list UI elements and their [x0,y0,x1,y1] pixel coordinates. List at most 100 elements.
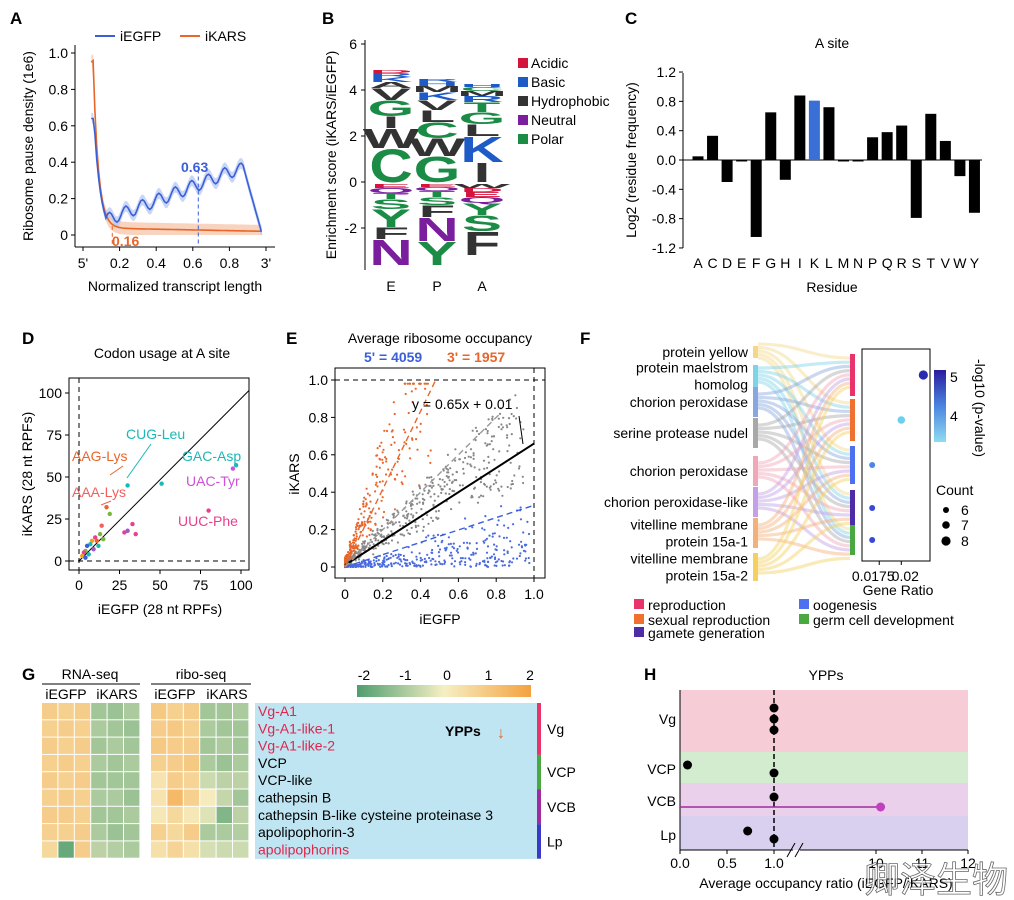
legend-ikars: iKARS [205,28,246,44]
e-point-neutral [370,540,374,544]
f-term-node [753,346,758,358]
f-count-dot [941,536,951,546]
e-point-neutral [473,487,476,490]
g-scale-tick: -2 [358,667,371,683]
d-point [80,553,85,559]
e-point-neutral [394,521,397,524]
e-point-neutral [416,502,419,505]
e-point-5prime [438,560,441,563]
e-point-5prime [410,551,413,554]
e-point-5prime [448,554,451,557]
e-point-neutral [428,490,431,493]
d-point [125,528,130,533]
c-xtick-label: Y [970,255,980,271]
b-legend-label: Hydrophobic [531,93,610,109]
b-logo-letter: F [373,224,410,243]
e-point-5prime [484,515,487,518]
f-term-line: protein 15a-1 [665,534,748,550]
e-point-3prime [356,522,359,525]
f-term-line: chorion peroxidase-like [604,494,748,510]
e-point-5prime [507,526,510,530]
e-point-5prime [397,562,400,565]
d-xtick-label: 0 [75,577,83,593]
e-point-5prime [464,528,467,531]
g-rna-cell [91,720,107,737]
f-dot [897,416,906,424]
g-ribo-cell [151,772,167,789]
b-logo-letter: K [415,90,458,102]
e-point-neutral [424,483,427,486]
e-point-5prime [474,552,477,555]
e-point-3prime [343,557,347,561]
e-point-neutral [507,417,511,420]
g-scale-tick: 0 [443,667,451,683]
e-point-neutral [487,418,490,421]
e-point-3prime [385,460,388,463]
e-point-3prime [357,518,360,521]
f-category-label: germ cell development [813,612,954,628]
e-point-3prime [415,426,418,429]
e-point-5prime [488,534,491,537]
e-point-neutral [420,508,423,511]
e-point-neutral [422,501,425,504]
d-plot [69,378,250,570]
h-band [680,783,968,816]
e-point-5prime [468,542,471,545]
e-point-5prime [450,554,453,557]
f-flow [757,360,851,370]
e-point-5prime [372,559,375,562]
g-ribo-title: ribo-seq [176,666,227,682]
e-point-3prime [344,560,347,563]
e-point-5prime [468,557,471,560]
panel-a-legend: iEGFP iKARS [95,28,246,44]
f-category-swatch [634,599,644,609]
e-point-3prime [354,530,357,533]
g-rna-cell [124,754,140,772]
e-point-5prime [459,557,462,560]
e-point-3prime [382,516,385,519]
e-xtick-label: 0.6 [449,586,469,602]
e-point-5prime [440,541,443,544]
e-point-3prime [426,382,429,385]
e-point-5prime [510,561,514,564]
e-point-neutral [377,532,380,535]
g-ribo-col-ikars: iKARS [206,686,247,702]
e-point-5prime [423,560,426,564]
e-point-neutral [495,481,498,484]
h-point [769,768,779,778]
e-point-3prime [358,524,361,527]
b-sequence-logo: CWIGVAKRDEQTSYFNGWCLVKMHREQTSFNYIKLGTRMC… [363,69,512,273]
c-xlabel: Residue [806,279,858,295]
e-point-neutral [410,513,413,516]
e-point-3prime [396,473,399,476]
e-point-neutral [446,453,449,456]
f-term-line: homolog [694,377,748,393]
e-point-3prime [376,485,379,488]
g-gene-name: Vg-A1 [258,703,297,719]
e-point-neutral [384,541,388,545]
e-point-neutral [510,433,513,436]
g-gene-name: Vg-A1-like-1 [258,720,335,736]
e-point-3prime [407,411,410,415]
g-ribo-cell [183,754,200,772]
e-point-neutral [361,542,364,546]
e-point-neutral [380,533,383,536]
e-point-3prime [418,382,421,385]
b-logo-letter: W [454,183,512,189]
e-point-neutral [510,483,513,486]
e-point-neutral [512,415,515,418]
e-point-5prime [443,547,446,550]
e-point-neutral [357,558,360,561]
e-point-5prime [475,547,479,551]
f-flow [757,537,851,556]
e-point-neutral [390,530,393,533]
e-point-3prime [348,540,351,543]
e-point-5prime [464,517,467,520]
e-point-5prime [458,561,461,564]
e-point-3prime [374,483,377,486]
e-point-5prime [511,523,515,526]
e-point-neutral [371,529,374,533]
e-point-5prime [484,564,487,567]
e-point-neutral [435,510,438,513]
e-point-5prime [492,553,496,556]
